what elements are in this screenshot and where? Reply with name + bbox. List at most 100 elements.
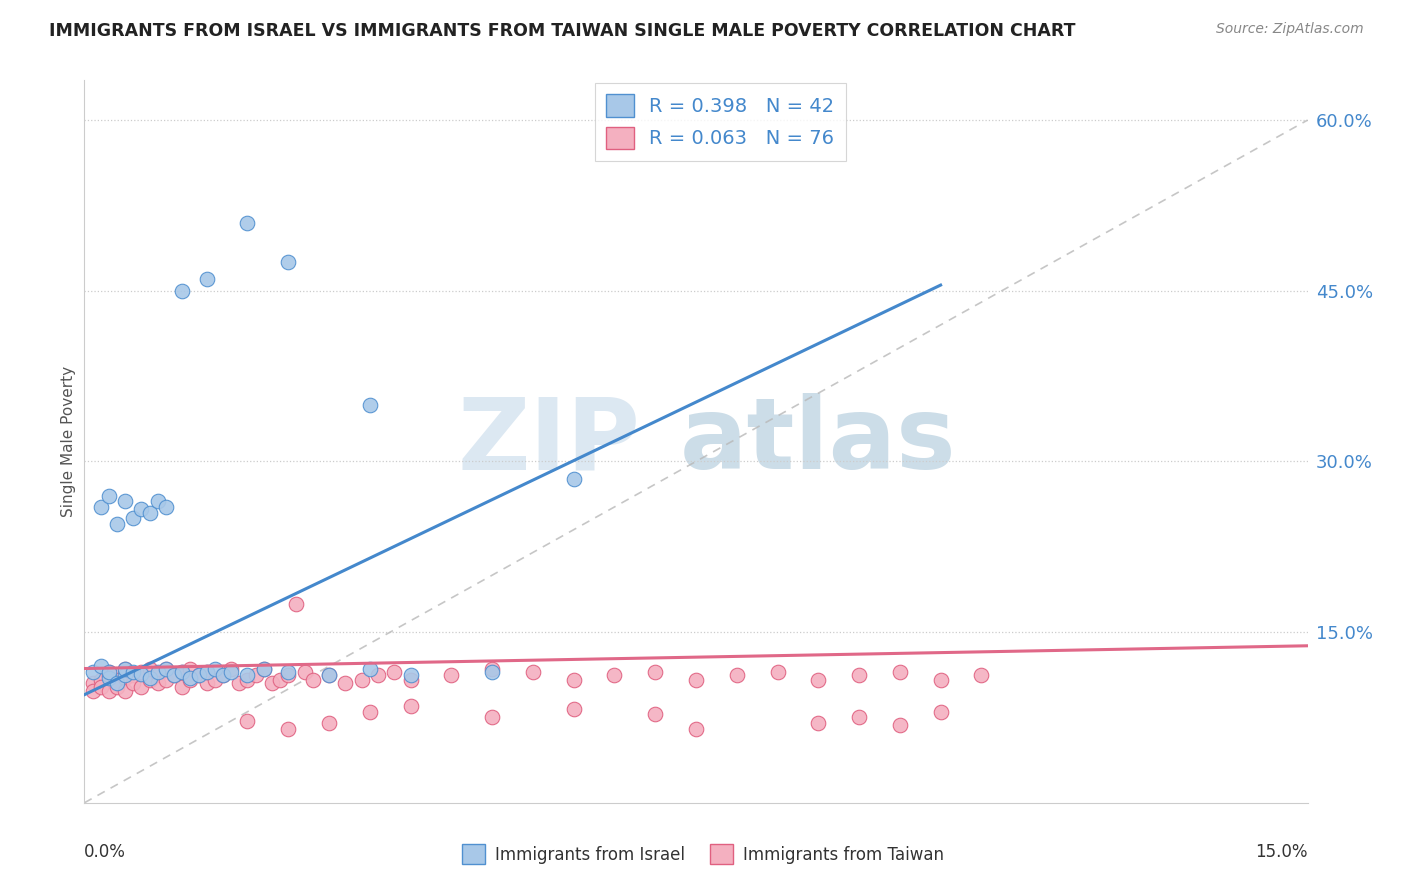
Point [90, 659, 112, 673]
Point [481, 661, 503, 675]
Point [163, 668, 186, 682]
Point [766, 665, 789, 679]
Point [179, 673, 201, 687]
Point [245, 668, 267, 682]
Point [131, 502, 153, 516]
Point [481, 710, 503, 724]
Text: ZIP: ZIP [458, 393, 641, 490]
Point [146, 494, 169, 508]
Point [172, 680, 194, 694]
Point [382, 665, 405, 679]
Point [685, 673, 707, 687]
Point [172, 665, 194, 679]
Point [82, 676, 104, 690]
Point [269, 673, 291, 687]
Point [440, 668, 463, 682]
Point [146, 665, 169, 679]
Point [204, 673, 226, 687]
Point [155, 500, 177, 514]
Point [807, 673, 830, 687]
Point [155, 661, 177, 675]
Point [970, 668, 993, 682]
Point [105, 516, 128, 531]
Point [725, 668, 748, 682]
Point [114, 661, 136, 675]
Point [97, 665, 120, 679]
Point [212, 668, 235, 682]
Point [114, 684, 136, 698]
Point [301, 673, 323, 687]
Point [644, 707, 666, 722]
Point [155, 661, 177, 675]
Point [277, 665, 299, 679]
Point [131, 680, 153, 694]
Point [97, 489, 120, 503]
Point [335, 676, 357, 690]
Text: Source: ZipAtlas.com: Source: ZipAtlas.com [1216, 22, 1364, 37]
Point [90, 673, 112, 687]
Y-axis label: Single Male Poverty: Single Male Poverty [60, 366, 76, 517]
Point [294, 665, 316, 679]
Point [163, 668, 186, 682]
Point [350, 673, 373, 687]
Point [195, 665, 218, 679]
Point [929, 705, 952, 719]
Point [253, 661, 276, 675]
Point [179, 661, 201, 675]
Point [219, 665, 242, 679]
Point [359, 398, 381, 412]
Point [204, 661, 226, 675]
Point [399, 673, 422, 687]
Point [122, 668, 145, 682]
Point [562, 702, 585, 716]
Text: 0.0%: 0.0% [84, 843, 127, 861]
Point [236, 668, 259, 682]
Point [105, 676, 128, 690]
Point [277, 722, 299, 736]
Point [195, 272, 218, 286]
Point [122, 665, 145, 679]
Point [187, 668, 209, 682]
Point [131, 665, 153, 679]
Point [122, 511, 145, 525]
Point [172, 284, 194, 298]
Point [889, 718, 911, 732]
Point [195, 665, 218, 679]
Point [179, 671, 201, 685]
Point [685, 722, 707, 736]
Point [367, 668, 389, 682]
Legend: R = 0.398   N = 42, R = 0.063   N = 76: R = 0.398 N = 42, R = 0.063 N = 76 [595, 83, 846, 161]
Point [155, 673, 177, 687]
Point [105, 673, 128, 687]
Point [187, 668, 209, 682]
Point [90, 500, 112, 514]
Point [131, 667, 153, 681]
Point [236, 673, 259, 687]
Point [522, 665, 544, 679]
Point [114, 661, 136, 675]
Point [889, 665, 911, 679]
Text: IMMIGRANTS FROM ISRAEL VS IMMIGRANTS FROM TAIWAN SINGLE MALE POVERTY CORRELATION: IMMIGRANTS FROM ISRAEL VS IMMIGRANTS FRO… [49, 22, 1076, 40]
Point [114, 494, 136, 508]
Point [848, 710, 870, 724]
Point [644, 665, 666, 679]
Point [97, 668, 120, 682]
Text: 15.0%: 15.0% [1256, 843, 1308, 861]
Point [318, 716, 340, 731]
Point [138, 673, 160, 687]
Point [219, 661, 242, 675]
Point [82, 665, 104, 679]
Point [105, 680, 128, 694]
Point [97, 684, 120, 698]
Point [122, 676, 145, 690]
Point [212, 668, 235, 682]
Point [929, 673, 952, 687]
Point [399, 699, 422, 714]
Point [277, 668, 299, 682]
Point [146, 668, 169, 682]
Point [260, 676, 283, 690]
Point [97, 665, 120, 679]
Point [318, 668, 340, 682]
Point [138, 506, 160, 520]
Point [195, 676, 218, 690]
